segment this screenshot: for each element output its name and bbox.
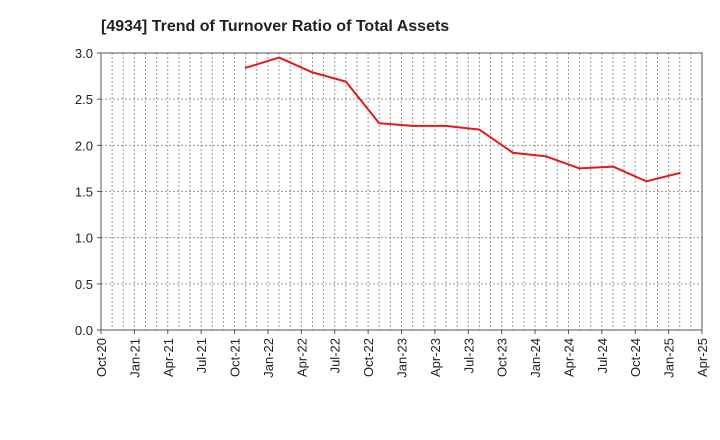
data-point (378, 122, 381, 125)
y-tick-label: 2.0 (75, 138, 93, 153)
x-tick-label: Oct-23 (495, 338, 510, 377)
data-point (278, 56, 281, 59)
data-point (311, 71, 314, 74)
data-point (678, 172, 681, 175)
x-tick-label: Jan-21 (127, 338, 142, 378)
x-axis-ticks: Oct-20 Jan-21 Apr-21 Jul-21 Oct-21 Jan-22 Apr-… (94, 330, 710, 378)
y-tick-label: 3.0 (75, 46, 93, 61)
x-tick-label: Apr-22 (294, 338, 309, 377)
x-tick-label: Jan-22 (261, 338, 276, 378)
data-point (578, 167, 581, 170)
x-tick-label: Oct-22 (361, 338, 376, 377)
x-tick-label: Jul-22 (328, 338, 343, 373)
x-tick-label: Jul-23 (461, 338, 476, 373)
series-layer (244, 56, 681, 183)
chart-title: [4934] Trend of Turnover Ratio of Total … (101, 18, 449, 35)
data-point (445, 124, 448, 127)
x-tick-label: Oct-24 (628, 338, 643, 377)
data-point (511, 151, 514, 154)
y-axis-ticks: 0.0 0.5 1.0 1.5 2.0 2.5 3.0 (75, 46, 101, 338)
data-point (411, 124, 414, 127)
x-tick-label: Jul-21 (194, 338, 209, 373)
data-point (244, 66, 247, 69)
x-tick-label: Jan-23 (395, 338, 410, 378)
data-point (611, 165, 614, 168)
y-tick-label: 1.5 (75, 185, 93, 200)
y-tick-label: 1.0 (75, 231, 93, 246)
data-point (478, 128, 481, 131)
x-tick-label: Jan-24 (528, 338, 543, 378)
x-tick-label: Apr-24 (561, 338, 576, 377)
x-tick-label: Oct-20 (94, 338, 109, 377)
x-tick-label: Apr-25 (695, 338, 710, 377)
data-point (545, 155, 548, 158)
y-tick-label: 0.0 (75, 323, 93, 338)
x-tick-label: Jul-24 (595, 338, 610, 373)
y-tick-label: 2.5 (75, 92, 93, 107)
y-tick-label: 0.5 (75, 277, 93, 292)
grid (101, 53, 702, 330)
data-point (645, 180, 648, 183)
x-tick-label: Oct-21 (228, 338, 243, 377)
x-tick-label: Apr-23 (428, 338, 443, 377)
series-line (245, 56, 680, 183)
x-tick-label: Apr-21 (161, 338, 176, 377)
data-point (344, 80, 347, 83)
x-tick-label: Jan-25 (662, 338, 677, 378)
